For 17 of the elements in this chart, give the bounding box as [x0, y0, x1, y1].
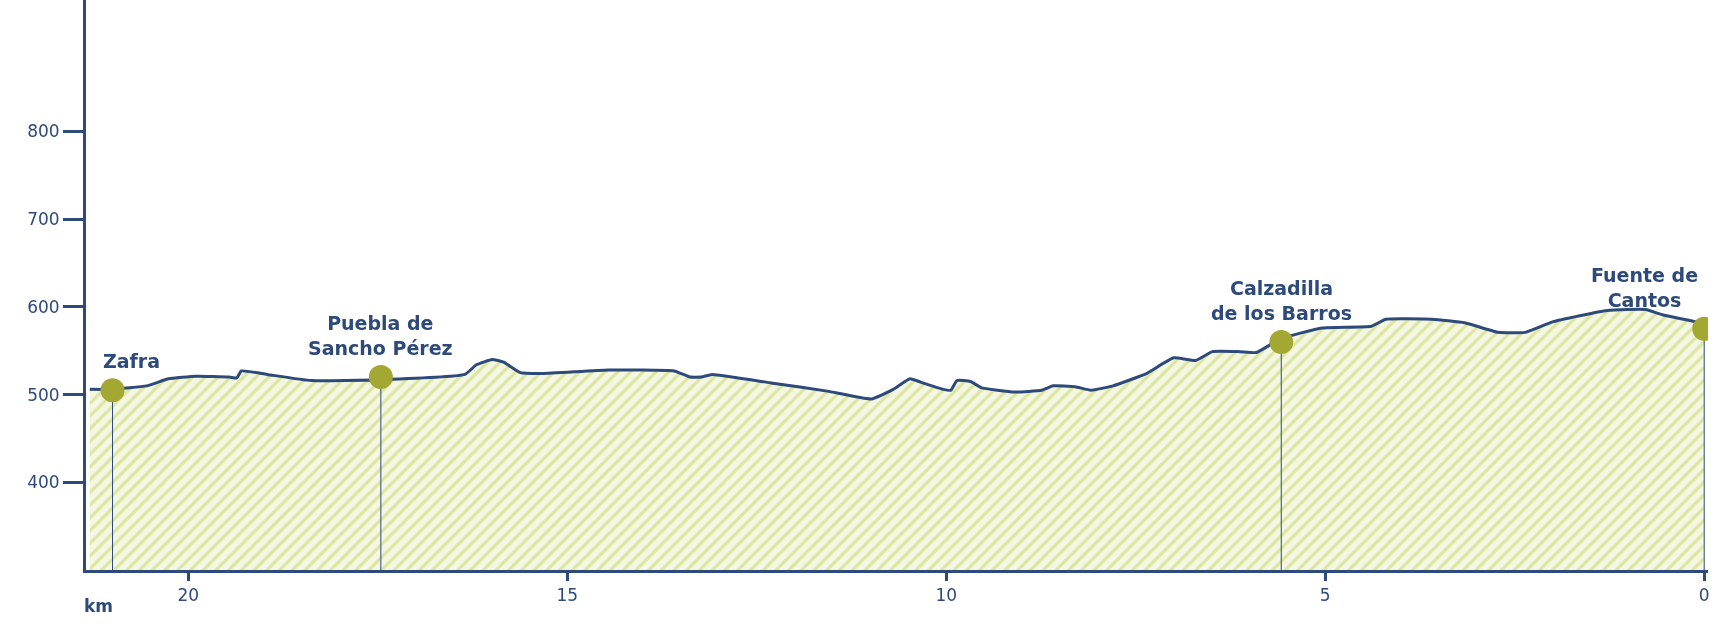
y-tick-label: 600: [27, 296, 60, 317]
x-tick-label: 20: [177, 585, 200, 606]
x-tick-label: 0: [1698, 585, 1710, 606]
y-tick-label: 400: [27, 472, 60, 493]
y-tick-label: 800: [27, 121, 60, 142]
annotation: Puebla de Sancho Pérez: [308, 312, 453, 359]
point: [100, 378, 125, 403]
y-tick-label: 700: [27, 209, 60, 230]
x-axis-title: km: [84, 596, 114, 616]
x-tick-label: 15: [556, 585, 579, 606]
y-tick-label: 500: [27, 384, 60, 405]
x-tick-label: 10: [935, 585, 958, 606]
annotation: Fuente de Cantos: [1591, 264, 1699, 311]
annotation: Zafra: [103, 350, 161, 372]
x-tick-label: 5: [1319, 585, 1331, 606]
point: [368, 365, 393, 390]
annotation: Calzadilla de los Barros: [1211, 277, 1352, 324]
